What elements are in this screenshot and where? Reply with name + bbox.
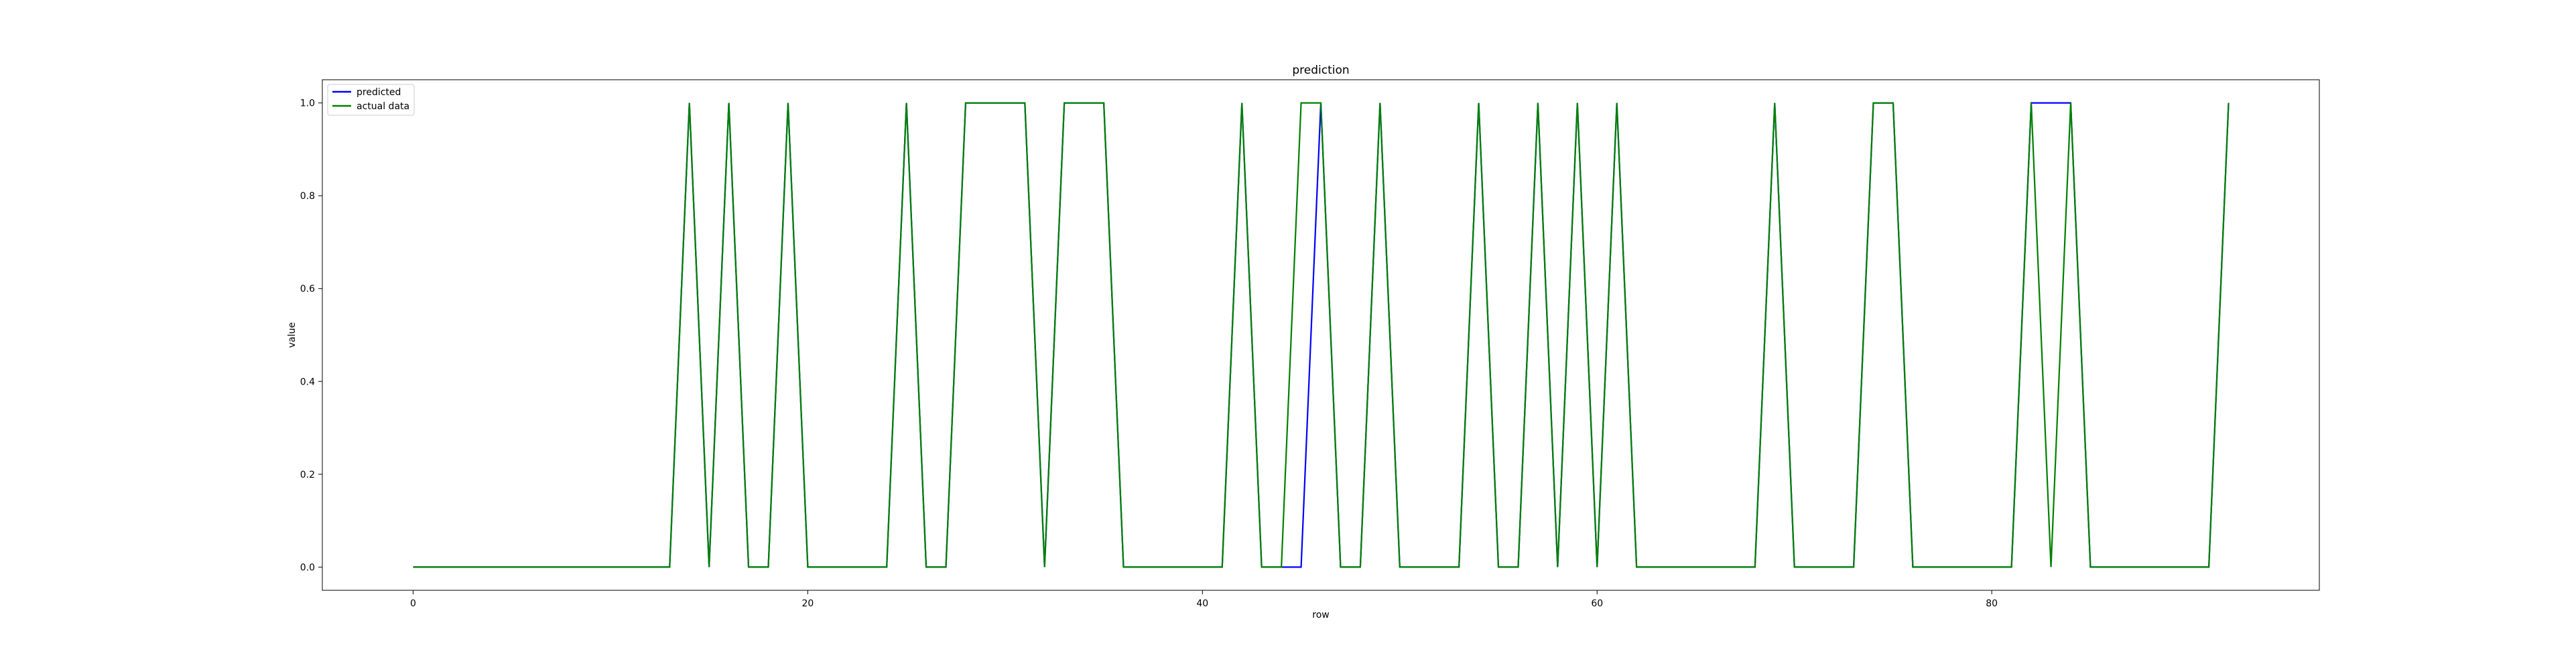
y-tick-label: 1.0 — [300, 98, 315, 109]
chart-title: prediction — [1292, 64, 1349, 77]
y-axis: 0.0 0.2 0.4 0.6 0.8 1.0 — [300, 98, 322, 573]
plot-area — [322, 79, 2320, 591]
legend-label-actual-data: actual data — [357, 101, 409, 112]
y-tick-label: 0.6 — [300, 284, 315, 295]
series-line-actual-data — [413, 102, 2230, 568]
y-tick-label: 0.2 — [300, 470, 315, 480]
y-tick-label: 0.4 — [300, 377, 315, 387]
y-axis-label: value — [287, 322, 298, 348]
x-tick-label: 20 — [801, 598, 814, 609]
x-tick-label: 60 — [1591, 598, 1603, 609]
x-axis-label: row — [1312, 610, 1329, 620]
legend-label-predicted: predicted — [357, 87, 401, 98]
y-tick-label: 0.0 — [300, 562, 315, 573]
x-tick-label: 80 — [1986, 598, 1998, 609]
series-lines — [413, 102, 2230, 568]
y-tick-label: 0.8 — [300, 191, 315, 202]
legend: predicted actual data — [327, 84, 415, 116]
x-tick-label: 0 — [410, 598, 416, 609]
x-tick-label: 40 — [1196, 598, 1208, 609]
x-axis: 0 20 40 60 80 — [410, 590, 1998, 609]
